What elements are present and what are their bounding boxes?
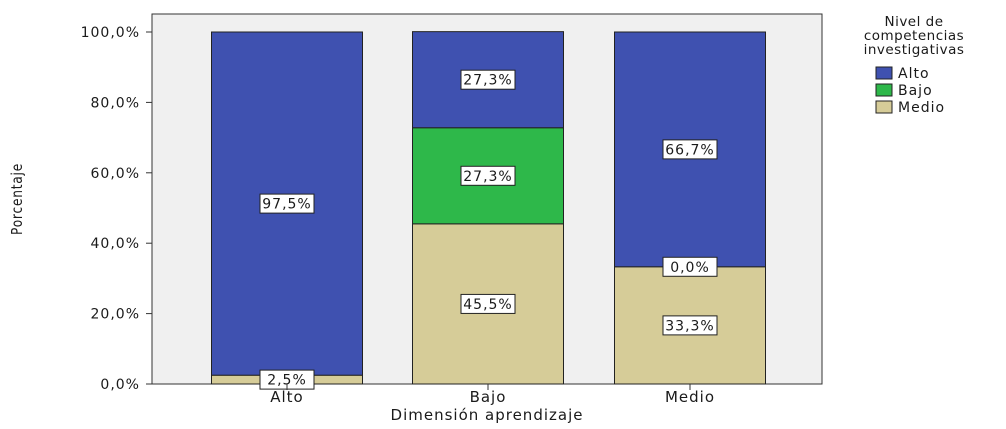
legend-title: Nivel de xyxy=(884,14,943,30)
y-tick-label: 60,0% xyxy=(91,166,140,182)
legend-label: Bajo xyxy=(898,83,933,99)
y-tick-label: 100,0% xyxy=(81,25,140,41)
x-tick-label: Medio xyxy=(665,388,715,406)
legend-title: competencias xyxy=(864,28,964,44)
x-tick-label: Alto xyxy=(270,388,304,406)
data-labels: 2,5% 97,5% 45,5% 27,3% 27,3% 33,3% 0,0% 66,7% xyxy=(259,69,718,390)
y-axis-title: Porcentaje xyxy=(8,163,26,235)
legend-title: investigativas xyxy=(864,42,965,58)
data-label-box xyxy=(259,193,315,214)
legend-label: Medio xyxy=(898,100,945,116)
data-label-box xyxy=(662,315,718,336)
y-tick-label: 80,0% xyxy=(91,95,140,111)
x-axis-title: Dimensión aprendizaje xyxy=(391,406,584,424)
legend-swatch-medio xyxy=(875,100,893,114)
data-label-box xyxy=(662,256,718,277)
data-label-box xyxy=(460,69,516,90)
data-label-box xyxy=(460,293,516,314)
legend-swatch-bajo xyxy=(875,83,893,97)
x-tick-label: Bajo xyxy=(470,388,507,406)
legend-label: Alto xyxy=(898,66,930,82)
data-label: 97,5% xyxy=(262,197,311,213)
data-label: 27,3% xyxy=(463,169,512,185)
y-tick-label: 40,0% xyxy=(91,236,140,252)
data-label-box xyxy=(460,165,516,186)
data-label: 27,3% xyxy=(463,73,512,89)
y-tick-label: 20,0% xyxy=(91,307,140,323)
data-label: 33,3% xyxy=(665,318,714,334)
data-label: 66,7% xyxy=(665,142,714,158)
y-tick-label: 0,0% xyxy=(100,377,140,393)
data-label: 2,5% xyxy=(267,373,307,389)
data-label-box xyxy=(662,139,718,160)
x-axis: Alto Bajo Medio xyxy=(270,384,715,406)
legend-swatch-alto xyxy=(875,66,893,80)
data-label: 0,0% xyxy=(670,260,710,276)
y-axis: 0,0% 20,0% 40,0% 60,0% 80,0% 100,0% xyxy=(81,25,152,393)
data-label: 45,5% xyxy=(463,297,512,313)
